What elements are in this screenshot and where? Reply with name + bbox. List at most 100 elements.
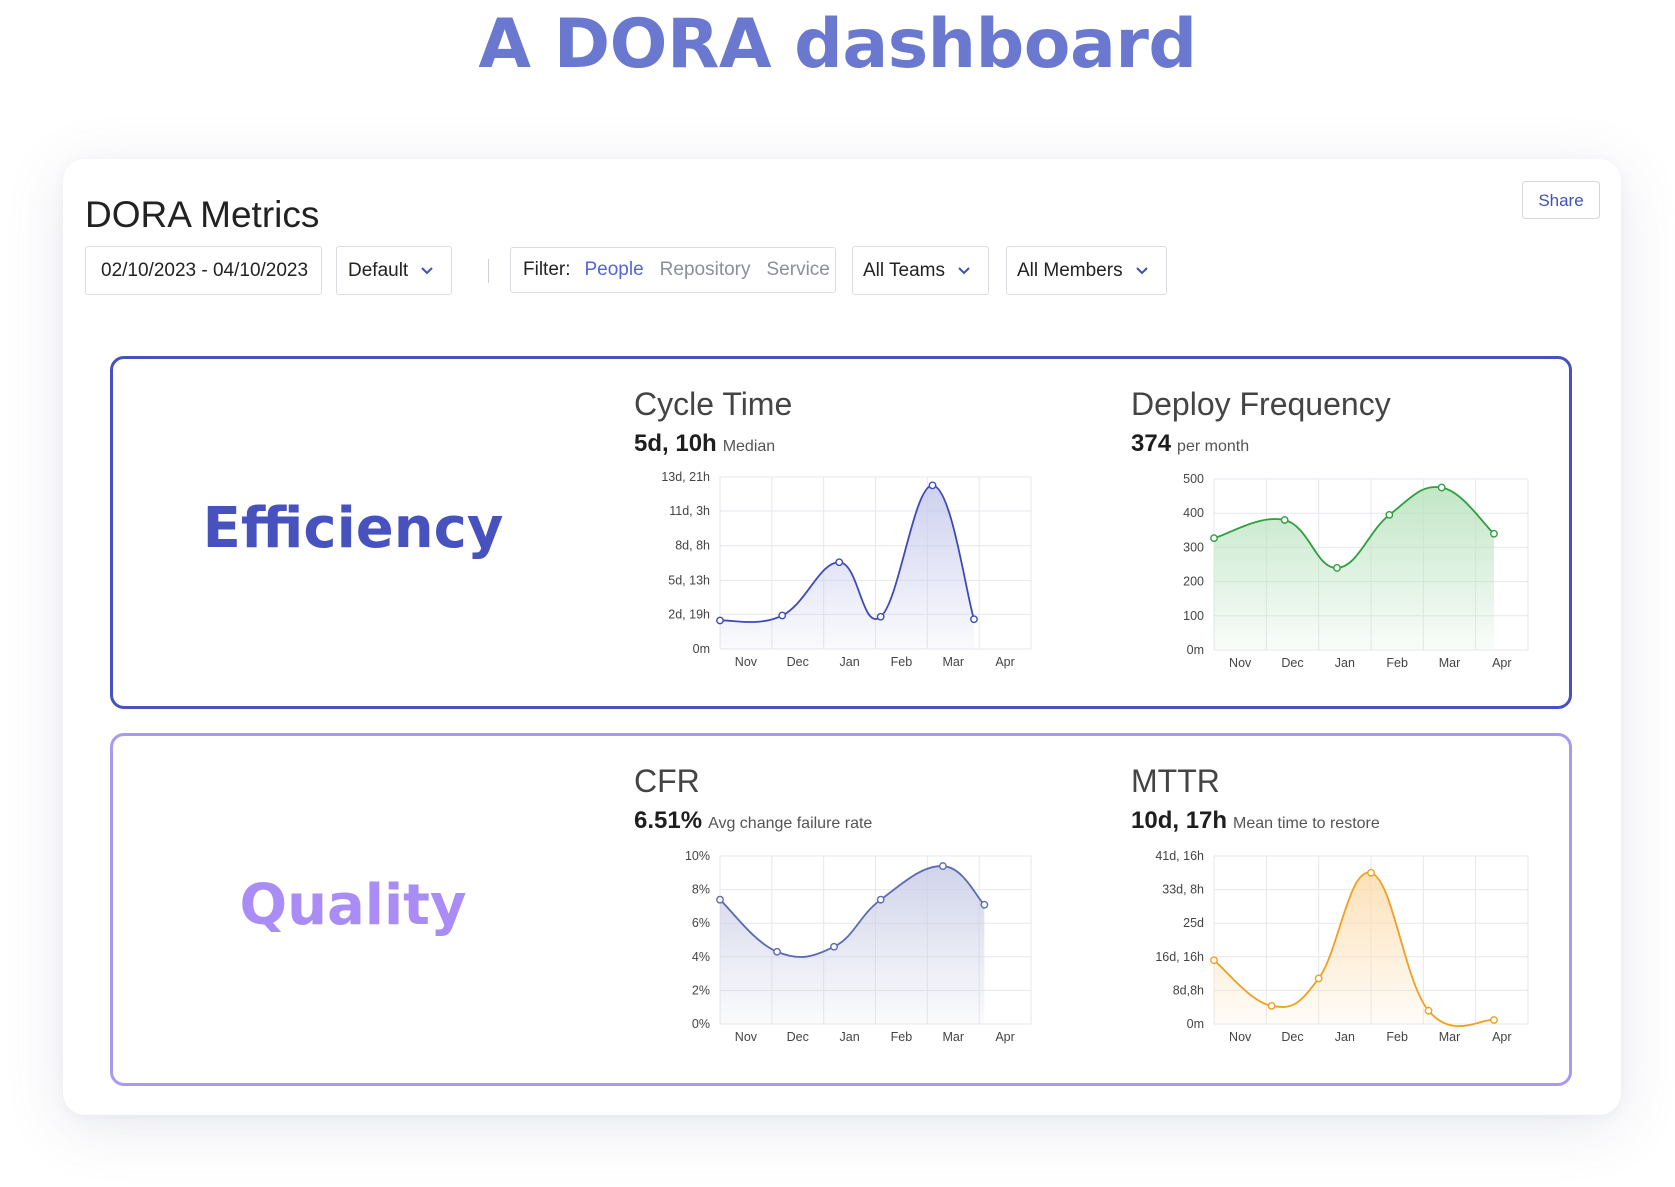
data-point[interactable] — [980, 900, 989, 909]
deploy-frequency-value: 374 — [1131, 430, 1172, 457]
y-tick-label: 0m — [1187, 643, 1204, 657]
data-point[interactable] — [835, 558, 844, 567]
x-tick-label: Dec — [787, 655, 809, 669]
mttr-chart[interactable]: 0m 8d,8h 16d, 16h 25d 33d, 8h 41d, 16h Nov Dec J… — [1131, 842, 1551, 1052]
x-tick-label: Apr — [1492, 1030, 1511, 1044]
members-dropdown[interactable]: All Members — [1006, 246, 1167, 295]
y-tick-label: 2% — [692, 983, 710, 997]
x-tick-label: Feb — [891, 655, 913, 669]
data-point[interactable] — [876, 895, 885, 904]
x-tick-label: Feb — [891, 1030, 913, 1044]
data-point[interactable] — [1210, 534, 1218, 543]
x-tick-label: Jan — [840, 1030, 860, 1044]
mttr-sub: Mean time to restore — [1233, 815, 1380, 832]
members-value: All Members — [1017, 259, 1123, 281]
y-tick-label: 2d, 19h — [668, 607, 710, 621]
cycle-time-value: 5d, 10h — [634, 430, 717, 457]
date-range-picker[interactable]: 02/10/2023 - 04/10/2023 — [85, 246, 322, 295]
y-tick-label: 13d, 21h — [661, 470, 710, 484]
data-point[interactable] — [1490, 529, 1498, 538]
data-point[interactable] — [1333, 564, 1341, 572]
data-point[interactable] — [876, 612, 885, 621]
x-tick-label: Mar — [1439, 656, 1461, 670]
series-area — [720, 866, 985, 1024]
deploy-frequency-metric: Deploy Frequency 374 per month 0m 100 200 30… — [1131, 385, 1601, 695]
y-tick-label: 25d — [1183, 916, 1204, 930]
x-tick-label: Apr — [995, 655, 1014, 669]
cfr-value-row: 6.51% Avg change failure rate — [634, 806, 872, 839]
y-tick-label: 8d, 8h — [675, 539, 710, 553]
data-point[interactable] — [1314, 974, 1323, 983]
y-tick-label: 8% — [692, 883, 710, 897]
data-point[interactable] — [716, 616, 724, 625]
x-tick-label: Jan — [840, 655, 860, 669]
data-point[interactable] — [938, 862, 947, 870]
data-point[interactable] — [1210, 956, 1218, 965]
data-point[interactable] — [1424, 1006, 1433, 1015]
quality-section: Quality CFR 6.51% Avg change failure rate… — [110, 733, 1572, 1086]
data-point[interactable] — [1437, 483, 1446, 492]
mttr-metric: MTTR 10d, 17h Mean time to restore 0m 8d,8… — [1131, 762, 1601, 1072]
cycle-time-chart[interactable]: 0m 2d, 19h 5d, 13h 8d, 8h 11d, 3h 13d, 21h Nov… — [634, 465, 1104, 675]
dashboard-heading: DORA Metrics — [85, 194, 320, 235]
deploy-frequency-value-row: 374 per month — [1131, 429, 1249, 462]
cfr-chart[interactable]: 0% 2% 4% 6% 8% 10% Nov Dec Jan Feb Mar Apr — [634, 842, 1104, 1052]
data-point[interactable] — [928, 481, 937, 490]
chevron-down-icon — [1136, 267, 1148, 275]
data-point[interactable] — [1490, 1016, 1498, 1024]
x-tick-label: Dec — [787, 1030, 809, 1044]
deploy-frequency-chart[interactable]: 0m 100 200 300 400 500 Nov Dec Jan Feb Mar Apr — [1131, 465, 1551, 675]
filter-label: Filter: — [523, 259, 571, 280]
x-tick-label: Nov — [735, 1030, 758, 1044]
mttr-value: 10d, 17h — [1131, 807, 1228, 834]
mttr-value-row: 10d, 17h Mean time to restore — [1131, 806, 1380, 839]
x-tick-label: Jan — [1335, 656, 1355, 670]
divider — [488, 259, 489, 283]
efficiency-title: Efficiency — [202, 496, 504, 561]
filter-option-people[interactable]: People — [584, 259, 644, 280]
data-point[interactable] — [1280, 516, 1289, 524]
x-tick-label: Feb — [1386, 656, 1408, 670]
quality-title: Quality — [239, 873, 467, 938]
data-point[interactable] — [1267, 1001, 1276, 1010]
x-tick-label: Mar — [942, 1030, 964, 1044]
y-tick-label: 11d, 3h — [669, 504, 710, 518]
share-button[interactable]: Share — [1522, 181, 1600, 219]
cfr-value: 6.51% — [634, 807, 703, 834]
y-tick-label: 0% — [692, 1017, 710, 1031]
data-point[interactable] — [830, 942, 838, 951]
filter-option-repository[interactable]: Repository — [659, 259, 751, 280]
cycle-time-value-row: 5d, 10h Median — [634, 429, 775, 462]
filter-group: Filter: People Repository Service — [510, 247, 836, 293]
dashboard-card: DORA Metrics Share 02/10/2023 - 04/10/20… — [63, 159, 1621, 1115]
filter-option-service[interactable]: Service — [766, 259, 830, 280]
data-point[interactable] — [773, 947, 781, 956]
y-tick-label: 6% — [692, 916, 710, 930]
y-tick-label: 41d, 16h — [1155, 849, 1204, 863]
y-tick-label: 8d,8h — [1173, 983, 1204, 997]
cycle-time-sub: Median — [722, 438, 776, 455]
data-point[interactable] — [970, 615, 978, 624]
preset-value: Default — [348, 259, 409, 281]
teams-dropdown[interactable]: All Teams — [852, 246, 989, 295]
teams-value: All Teams — [863, 259, 946, 281]
x-tick-label: Apr — [995, 1030, 1014, 1044]
data-point[interactable] — [1367, 868, 1375, 877]
page-title: A DORA dashboard — [478, 5, 1197, 84]
preset-dropdown[interactable]: Default — [336, 246, 452, 295]
data-point[interactable] — [1385, 511, 1394, 519]
data-point[interactable] — [716, 895, 724, 904]
x-tick-label: Nov — [1229, 1030, 1252, 1044]
y-tick-label: 10% — [685, 849, 710, 863]
x-tick-label: Mar — [1439, 1030, 1461, 1044]
data-point[interactable] — [778, 611, 787, 620]
y-tick-label: 500 — [1183, 472, 1204, 486]
y-tick-label: 400 — [1183, 506, 1204, 520]
y-tick-label: 5d, 13h — [668, 573, 710, 587]
cycle-time-metric: Cycle Time 5d, 10h Median 0m 2d, 19h 5d, 13… — [634, 385, 1104, 695]
cfr-title: CFR — [634, 763, 700, 799]
y-tick-label: 4% — [692, 950, 710, 964]
x-tick-label: Apr — [1492, 656, 1511, 670]
chevron-down-icon — [421, 267, 433, 275]
x-tick-label: Mar — [942, 655, 964, 669]
